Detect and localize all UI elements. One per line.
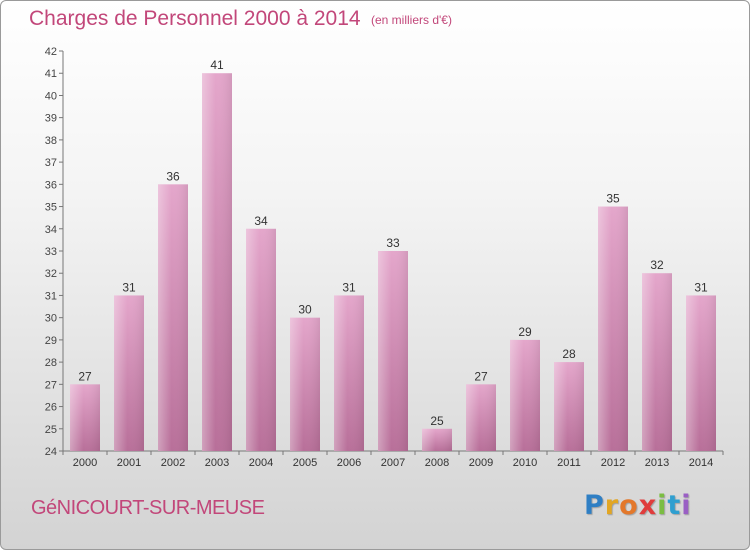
- data-labels: 27 31 36 41 34 30 31 33 25 27 29 28 35 32 31: [78, 58, 708, 428]
- y-tick-label: 33: [45, 246, 57, 258]
- x-tick-label: 2010: [513, 457, 537, 469]
- x-axis: 2000 2001 2002 2003 2004 2005 2006 2007 2008 2009…: [62, 450, 724, 469]
- y-tick-label: 32: [45, 268, 57, 280]
- chart-subtitle: (en milliers d'€): [371, 13, 452, 27]
- logo-letter: P: [584, 490, 605, 521]
- proxiti-logo: Proxiti: [584, 490, 692, 521]
- logo-letter: i: [657, 490, 668, 521]
- bar-highlight: [70, 384, 100, 451]
- bar-highlight: [290, 317, 320, 451]
- logo-letter: o: [619, 490, 639, 521]
- x-tick-label: 2009: [469, 457, 493, 469]
- bar-value-label: 31: [122, 280, 136, 294]
- logo-letter: t: [667, 490, 682, 521]
- x-tick-label: 2000: [73, 457, 97, 469]
- y-tick-label: 34: [45, 224, 57, 236]
- bars: [70, 73, 716, 452]
- bar-value-label: 33: [386, 236, 400, 250]
- bar-value-label: 28: [562, 347, 576, 361]
- bar-highlight: [466, 384, 496, 451]
- y-tick-label: 38: [45, 135, 57, 147]
- bar-highlight: [378, 251, 408, 451]
- bar-value-label: 32: [650, 258, 664, 272]
- x-tick-label: 2004: [249, 457, 273, 469]
- bar-highlight: [114, 295, 144, 451]
- x-tick-label: 2008: [425, 457, 449, 469]
- x-tick-label: 2007: [381, 457, 405, 469]
- y-tick-label: 24: [45, 446, 57, 458]
- bar-highlight: [422, 428, 452, 451]
- x-tick-label: 2003: [205, 457, 229, 469]
- x-tick-label: 2014: [689, 457, 713, 469]
- bar-value-label: 36: [166, 169, 180, 183]
- logo-letter: x: [638, 490, 658, 521]
- y-tick-label: 27: [45, 379, 57, 391]
- bar-highlight: [598, 206, 628, 451]
- bar-value-label: 34: [254, 214, 268, 228]
- x-tick-label: 2012: [601, 457, 625, 469]
- y-tick-label: 29: [45, 335, 57, 347]
- x-tick-label: 2006: [337, 457, 361, 469]
- logo-letter: r: [604, 490, 620, 521]
- bar-highlight: [510, 339, 540, 451]
- x-tick-label: 2005: [293, 457, 317, 469]
- bar-highlight: [642, 273, 672, 451]
- bar-value-label: 41: [210, 58, 224, 72]
- bar-highlight: [202, 73, 232, 451]
- y-tick-label: 30: [45, 313, 57, 325]
- y-tick-label: 40: [45, 90, 57, 102]
- bar-highlight: [554, 362, 584, 451]
- commune-name: GéNICOURT-SUR-MEUSE: [31, 497, 265, 519]
- y-tick-label: 37: [45, 157, 57, 169]
- x-tick-label: 2013: [645, 457, 669, 469]
- y-tick-label: 36: [45, 179, 57, 191]
- x-tick-label: 2002: [161, 457, 185, 469]
- y-axis: 24 25 26 27 28 29 30 31 32 33 34 35 36 37 38 39 40 41 42: [45, 46, 64, 458]
- bar-highlight: [334, 295, 364, 451]
- bar-value-label: 25: [430, 414, 444, 428]
- y-tick-label: 31: [45, 290, 57, 302]
- bar-highlight: [246, 228, 276, 451]
- y-tick-label: 35: [45, 202, 57, 214]
- x-tick-label: 2011: [557, 457, 581, 469]
- y-tick-label: 39: [45, 113, 57, 125]
- bar-value-label: 31: [694, 280, 708, 294]
- logo-letter: i: [681, 490, 692, 521]
- y-tick-label: 28: [45, 357, 57, 369]
- y-tick-label: 41: [45, 68, 57, 80]
- bar-highlight: [158, 184, 188, 452]
- chart-title: Charges de Personnel 2000 à 2014: [29, 7, 361, 30]
- bar-value-label: 31: [342, 280, 356, 294]
- bar-highlight: [686, 295, 716, 451]
- bar-value-label: 35: [606, 192, 620, 206]
- bar-value-label: 27: [474, 369, 488, 383]
- bar-value-label: 30: [298, 303, 312, 317]
- bar-value-label: 27: [78, 369, 92, 383]
- y-tick-label: 42: [45, 46, 57, 58]
- y-tick-label: 26: [45, 402, 57, 414]
- bar-value-label: 29: [518, 325, 532, 339]
- x-tick-label: 2001: [117, 457, 141, 469]
- y-tick-label: 25: [45, 424, 57, 436]
